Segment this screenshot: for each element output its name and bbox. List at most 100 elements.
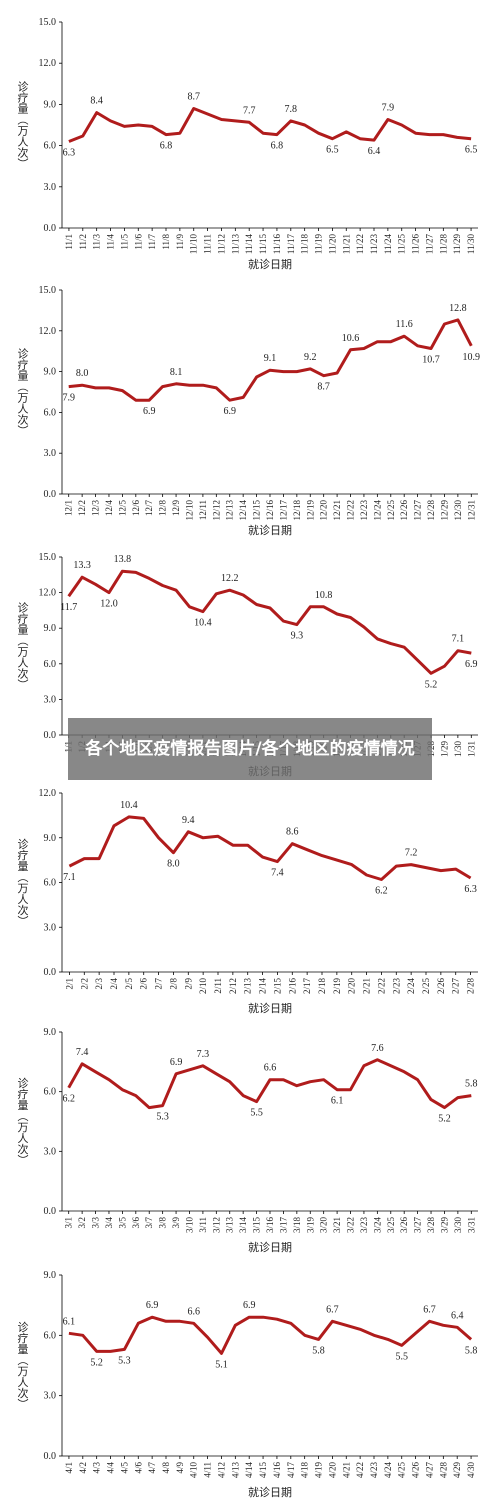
x-tick-label: 4/25	[397, 1462, 407, 1479]
x-tick-label: 2/5	[124, 978, 134, 990]
x-tick-label: 12/29	[439, 500, 449, 521]
x-tick-label: 2/26	[436, 978, 446, 995]
x-tick-label: 3/5	[117, 1217, 127, 1229]
x-tick-label: 2/24	[406, 978, 416, 995]
x-tick-label: 12/21	[332, 500, 342, 521]
x-tick-label: 1/31	[466, 741, 476, 757]
x-tick-label: 11/22	[355, 234, 365, 254]
x-tick-label: 2/15	[272, 978, 282, 995]
x-tick-label: 4/18	[300, 1462, 310, 1479]
value-label: 10.7	[422, 354, 440, 365]
x-tick-label: 12/24	[372, 500, 382, 521]
value-label: 8.6	[286, 827, 299, 838]
x-tick-label: 3/22	[346, 1217, 356, 1233]
x-tick-label: 2/8	[168, 978, 178, 990]
x-tick-label: 3/8	[158, 1217, 168, 1229]
y-tick-label: 9.0	[44, 833, 57, 844]
y-tick-label: 3.0	[44, 694, 57, 705]
x-tick-label: 11/20	[327, 234, 337, 255]
x-tick-label: 2/25	[421, 978, 431, 995]
value-label: 5.3	[156, 1112, 169, 1123]
value-label: 6.2	[62, 1094, 75, 1105]
value-label: 6.1	[331, 1096, 344, 1107]
y-tick-label: 0.0	[44, 967, 57, 978]
value-label: 10.8	[315, 590, 333, 601]
y-axis-label: 诊疗量（万人次）	[16, 601, 29, 690]
value-label: 6.4	[368, 146, 381, 157]
x-tick-label: 11/6	[133, 234, 143, 250]
x-tick-label: 3/3	[91, 1217, 101, 1229]
x-tick-label: 12/26	[399, 500, 409, 521]
y-tick-label: 12.0	[39, 588, 57, 599]
x-tick-label: 12/3	[91, 500, 101, 517]
x-tick-label: 2/9	[183, 978, 193, 990]
value-label: 9.2	[304, 352, 317, 363]
x-tick-label: 4/2	[78, 1462, 88, 1474]
data-line	[68, 1315, 473, 1355]
x-tick-label: 2/13	[243, 978, 253, 995]
x-tick-label: 12/27	[413, 500, 423, 521]
data-line	[67, 569, 472, 675]
x-tick-label: 11/28	[438, 234, 448, 255]
x-tick-label: 4/10	[189, 1462, 199, 1479]
x-axis-label: 就诊日期	[248, 1001, 292, 1015]
y-tick-label: 6.0	[44, 1087, 57, 1098]
value-label: 8.4	[90, 96, 103, 107]
x-tick-label: 11/12	[216, 234, 226, 254]
x-axis-label: 就诊日期	[248, 1485, 292, 1499]
x-tick-label: 3/26	[399, 1217, 409, 1234]
x-tick-label: 11/27	[424, 234, 434, 255]
y-axis-label: 诊疗量（万人次）	[16, 347, 29, 436]
value-label: 8.0	[167, 859, 180, 870]
x-tick-label: 3/25	[386, 1217, 396, 1234]
x-tick-label: 2/22	[376, 978, 386, 994]
x-tick-label: 12/23	[359, 500, 369, 521]
x-tick-label: 2/1	[64, 978, 74, 990]
value-label: 5.2	[425, 679, 438, 690]
x-axis-label: 就诊日期	[248, 257, 292, 271]
x-tick-label: 4/26	[411, 1462, 421, 1479]
x-tick-label: 11/30	[466, 234, 476, 255]
x-tick-label: 3/14	[238, 1217, 248, 1234]
x-tick-label: 12/4	[104, 500, 114, 517]
x-tick-label: 4/1	[64, 1462, 74, 1474]
x-tick-label: 2/23	[391, 978, 401, 995]
x-tick-label: 3/27	[413, 1217, 423, 1234]
x-tick-label: 11/1	[64, 234, 74, 250]
x-tick-label: 2/6	[139, 978, 149, 990]
x-tick-label: 2/28	[466, 978, 476, 995]
x-tick-label: 11/19	[314, 234, 324, 255]
x-tick-label: 12/6	[131, 500, 141, 517]
y-tick-label: 15.0	[39, 17, 57, 28]
value-label: 7.4	[76, 1047, 89, 1058]
value-label: 6.7	[423, 1304, 436, 1315]
x-tick-label: 12/19	[305, 500, 315, 521]
x-tick-label: 4/9	[175, 1462, 185, 1474]
x-tick-label: 4/15	[258, 1462, 268, 1479]
x-tick-label: 3/19	[305, 1217, 315, 1234]
value-label: 6.9	[465, 659, 478, 670]
value-label: 5.2	[438, 1114, 451, 1125]
x-tick-label: 12/5	[117, 500, 127, 517]
value-label: 7.9	[62, 393, 75, 404]
x-tick-label: 12/8	[158, 500, 168, 517]
value-label: 6.6	[187, 1306, 200, 1317]
x-tick-label: 3/1	[64, 1217, 74, 1229]
x-tick-label: 12/31	[466, 500, 476, 521]
x-tick-label: 12/17	[278, 500, 288, 521]
value-label: 13.3	[73, 560, 91, 571]
x-axis-label: 就诊日期	[248, 1240, 292, 1254]
x-tick-label: 3/18	[292, 1217, 302, 1234]
value-label: 7.6	[371, 1043, 384, 1054]
x-tick-label: 4/13	[230, 1462, 240, 1479]
data-line	[68, 107, 472, 143]
value-label: 8.0	[76, 368, 89, 379]
x-tick-label: 2/17	[302, 978, 312, 995]
x-tick-label: 12/13	[225, 500, 235, 521]
x-tick-label: 11/24	[383, 234, 393, 255]
y-tick-label: 3.0	[44, 448, 57, 459]
x-tick-label: 11/16	[272, 234, 282, 255]
x-tick-label: 2/20	[347, 978, 357, 995]
value-label: 6.3	[63, 147, 76, 158]
